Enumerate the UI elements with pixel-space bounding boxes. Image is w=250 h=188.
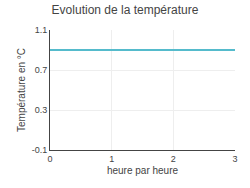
svg-text:Température en °C: Température en °C: [16, 48, 27, 132]
svg-text:Evolution de la température: Evolution de la température: [52, 3, 199, 17]
svg-text:3: 3: [232, 154, 237, 164]
svg-text:2: 2: [171, 154, 176, 164]
svg-text:1.1: 1.1: [35, 25, 48, 35]
svg-text:-0.1: -0.1: [32, 145, 48, 155]
svg-text:0.3: 0.3: [35, 105, 48, 115]
svg-text:0: 0: [47, 154, 52, 164]
svg-text:1: 1: [109, 154, 114, 164]
svg-text:0.7: 0.7: [35, 65, 48, 75]
svg-text:heure par heure: heure par heure: [107, 165, 179, 176]
